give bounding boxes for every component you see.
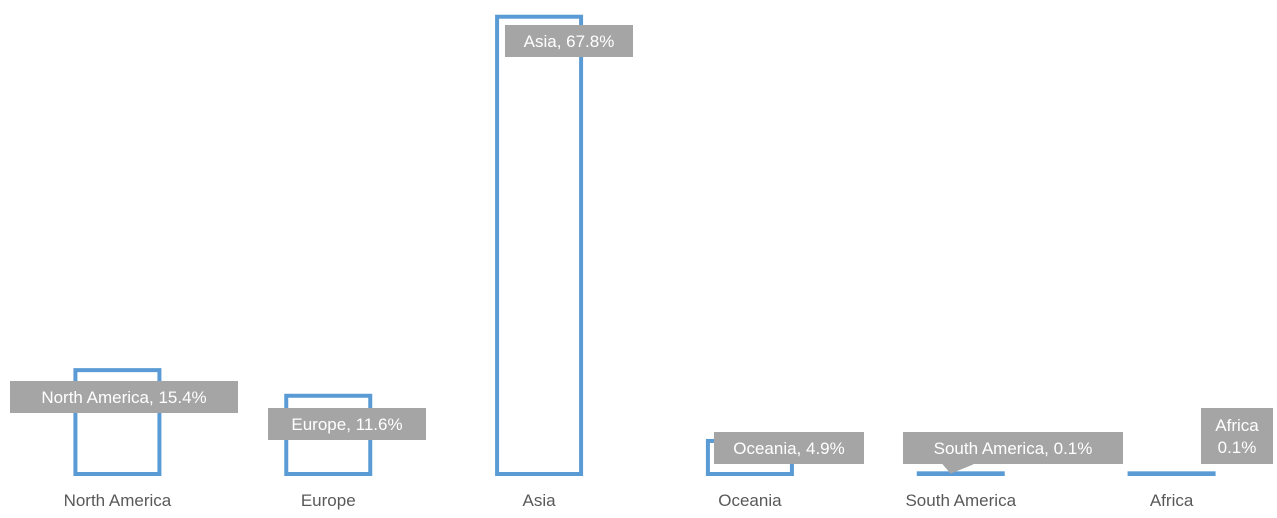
data-label-text: 0.1% xyxy=(1218,438,1257,457)
data-label-europe: Europe, 11.6% xyxy=(268,408,426,440)
data-label-text: Asia, 67.8% xyxy=(524,32,615,51)
data-label-text: North America, 15.4% xyxy=(41,388,206,407)
bar-south-america xyxy=(919,473,1003,474)
bars-group xyxy=(75,17,1213,474)
data-label-text: South America, 0.1% xyxy=(934,439,1093,458)
data-label-text: Oceania, 4.9% xyxy=(733,439,845,458)
data-label-text: Europe, 11.6% xyxy=(291,415,402,434)
data-label-south-america: South America, 0.1% xyxy=(903,432,1123,473)
category-label-europe: Europe xyxy=(301,491,356,510)
bar-asia xyxy=(497,17,581,474)
category-label-asia: Asia xyxy=(523,491,557,510)
category-label-south-america: South America xyxy=(905,491,1016,510)
category-label-north-america: North America xyxy=(64,491,172,510)
data-label-asia: Asia, 67.8% xyxy=(505,25,633,57)
data-label-africa: Africa 0.1% xyxy=(1201,408,1273,464)
data-label-north-america: North America, 15.4% xyxy=(10,381,238,413)
category-label-oceania: Oceania xyxy=(718,491,782,510)
data-labels-group: North America, 15.4% Europe, 11.6% Asia, 6… xyxy=(10,25,1273,473)
data-label-text: Africa xyxy=(1215,416,1259,435)
bar-africa xyxy=(1130,473,1214,474)
data-label-oceania: Oceania, 4.9% xyxy=(714,432,864,464)
category-axis-labels: North America Europe Asia Oceania South Amer… xyxy=(64,491,1194,510)
category-label-africa: Africa xyxy=(1150,491,1194,510)
